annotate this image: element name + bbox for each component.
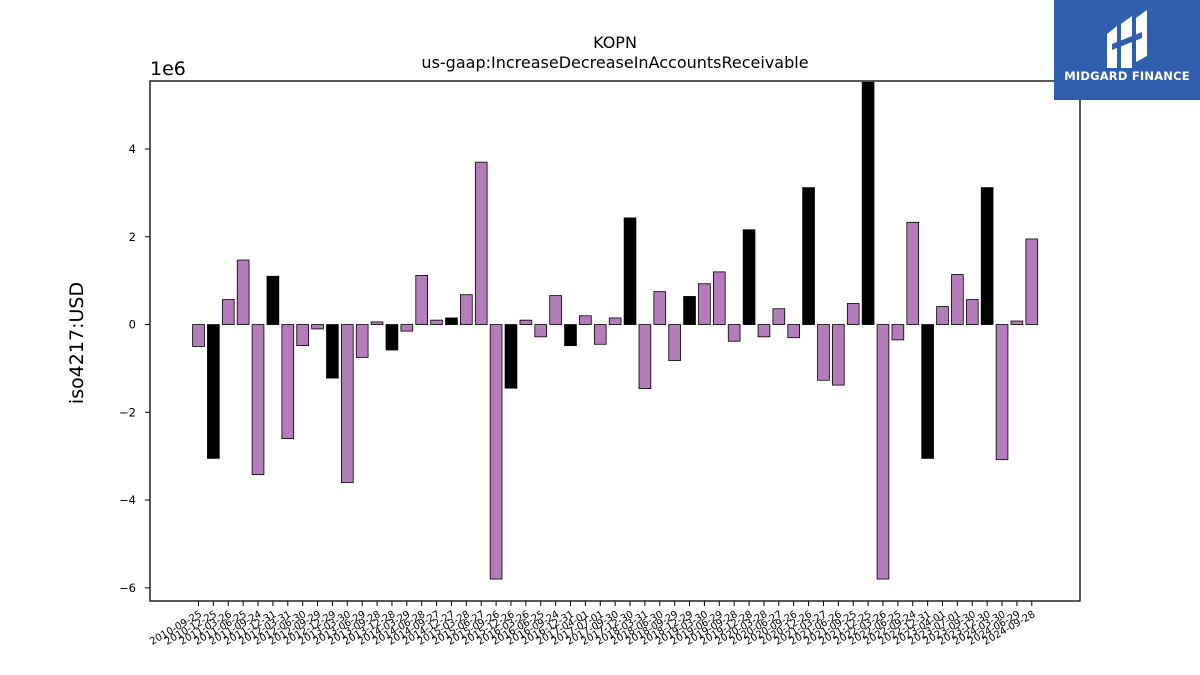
bar [251, 324, 265, 476]
bar [698, 283, 711, 325]
bar [593, 324, 607, 345]
bar [846, 303, 860, 325]
bar [802, 187, 815, 325]
bar [266, 275, 280, 325]
chart-title: KOPN [593, 33, 637, 52]
bar [370, 321, 384, 325]
bars-group [192, 81, 1039, 580]
bar [772, 308, 786, 325]
bar [221, 299, 235, 325]
y-ticks-group: −6 −4 −2 0 2 4 [119, 142, 150, 595]
y-tick-label: −2 [119, 405, 136, 419]
bar [281, 324, 295, 440]
bar [192, 324, 205, 347]
bar [876, 324, 890, 580]
bar [400, 324, 414, 332]
bar [355, 324, 369, 358]
bar [311, 324, 324, 330]
brand-name: MIDGARD FINANCE [1064, 69, 1190, 83]
bar [474, 161, 488, 325]
bar [727, 324, 741, 342]
bar [936, 306, 949, 325]
bar [861, 81, 875, 325]
bar [236, 259, 250, 325]
y-tick-label: −4 [119, 493, 136, 507]
brand-logo: MIDGARD FINANCE [1054, 0, 1200, 100]
bar [965, 299, 979, 325]
y-tick-label: 0 [129, 318, 136, 332]
bar [921, 324, 934, 459]
bar [608, 317, 622, 325]
bar [668, 324, 681, 361]
bar [713, 271, 726, 325]
bar [1025, 238, 1039, 325]
bar [340, 324, 354, 483]
bar [430, 319, 443, 325]
bar [980, 187, 994, 325]
y-tick-label: −6 [119, 581, 136, 595]
bar [891, 324, 905, 341]
bar [742, 229, 756, 325]
bar [653, 291, 667, 325]
bar [906, 221, 920, 325]
x-ticks-group: 2010-09-252010-12-252011-03-262011-06-25… [148, 601, 1037, 648]
chart-subtitle: us-gaap:IncreaseDecreaseInAccountsReceiv… [421, 53, 808, 72]
bar [207, 324, 220, 459]
bar [534, 324, 548, 338]
bar [326, 324, 339, 379]
bar [951, 274, 964, 325]
bar [564, 324, 577, 347]
bar [519, 319, 533, 325]
y-tick-label: 2 [129, 230, 136, 244]
bar [460, 294, 473, 325]
bar [757, 324, 771, 338]
bar [683, 296, 696, 325]
plot-frame [149, 80, 1081, 602]
bar [385, 324, 399, 351]
y-axis-label: iso4217:USD [66, 282, 88, 404]
bar [445, 317, 458, 325]
bar [549, 295, 562, 325]
bar [296, 324, 309, 347]
y-scale-label: 1e6 [150, 58, 186, 80]
bar [579, 315, 592, 325]
mf-logo-icon [1107, 10, 1147, 68]
bar [787, 324, 800, 339]
bar [489, 324, 503, 580]
bar [995, 324, 1009, 461]
y-tick-label: 4 [129, 142, 136, 156]
bar [817, 324, 830, 381]
bar [1010, 320, 1024, 325]
bar [832, 324, 845, 386]
bar [638, 324, 652, 390]
bar [504, 324, 518, 389]
bar [623, 217, 637, 325]
bar [415, 274, 428, 325]
